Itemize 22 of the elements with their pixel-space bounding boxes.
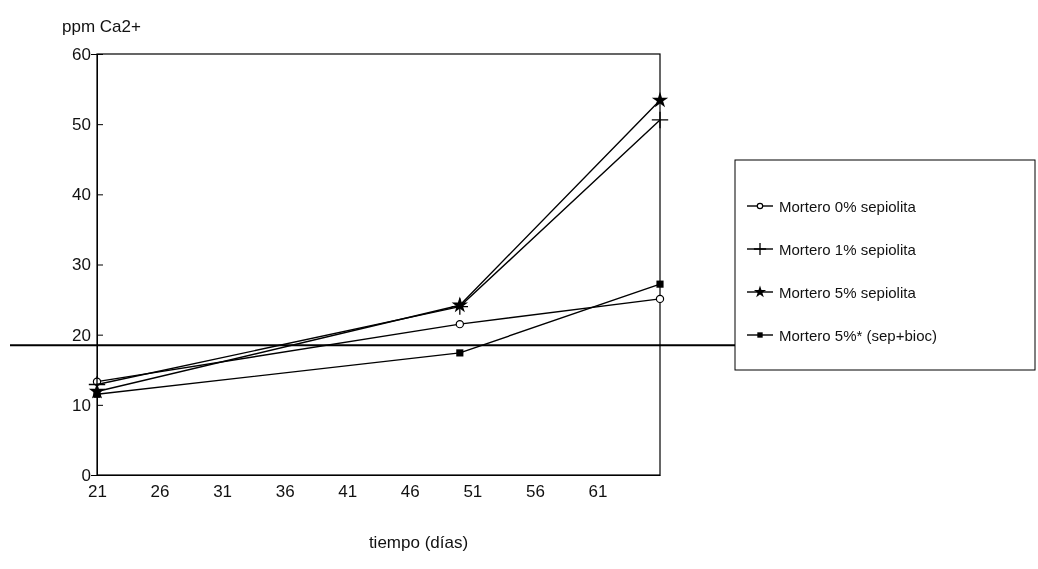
x-tick-label: 51 (463, 482, 483, 502)
y-tick-label: 50 (72, 115, 91, 135)
y-tick-label: 60 (72, 44, 91, 64)
y-tick-label: 20 (72, 325, 91, 345)
x-axis-title: tiempo (días) (368, 533, 469, 552)
x-tick-label: 21 (88, 482, 107, 502)
x-tick-label: 41 (338, 482, 358, 502)
y-tick-label: 10 (72, 395, 91, 415)
legend-label: Mortero 0% sepiolita (779, 198, 917, 215)
x-tick-label: 61 (588, 482, 608, 502)
x-tick-label: 46 (400, 482, 420, 502)
y-tick-label: 0 (81, 465, 91, 485)
legend-label: Mortero 5% sepiolita (779, 284, 917, 301)
x-tick-label: 31 (213, 482, 233, 502)
legend-label: Mortero 1% sepiolita (779, 241, 917, 258)
y-tick-label: 40 (72, 185, 91, 205)
y-axis-title: ppm Ca2+ (62, 17, 141, 36)
x-tick-label: 36 (275, 482, 295, 502)
x-tick-label: 26 (150, 482, 170, 502)
legend-label: Mortero 5%* (sep+bioc) (779, 327, 937, 344)
y-tick-label: 30 (72, 255, 91, 275)
x-tick-label: 56 (525, 482, 545, 502)
